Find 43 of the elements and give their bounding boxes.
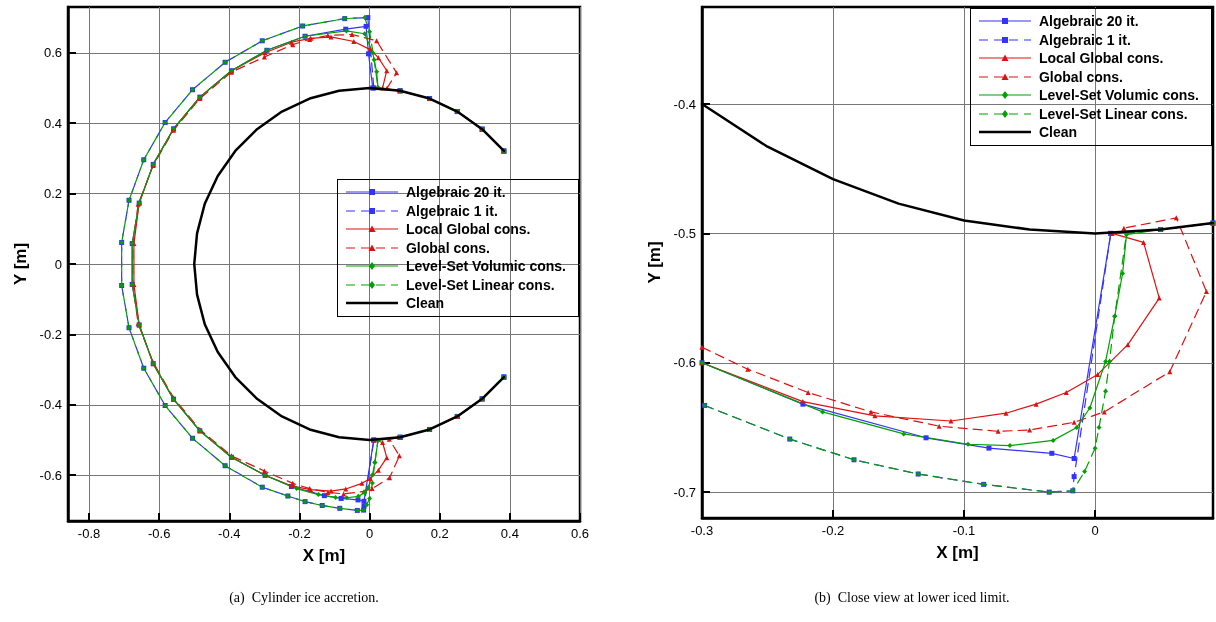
x-axis-title: X [m]: [302, 546, 346, 565]
y-tick-label: 0: [54, 256, 62, 272]
legend-label: Algebraic 1 it.: [1038, 30, 1131, 49]
y-tick-label: -0.5: [673, 225, 696, 241]
x-tick-label: -0.1: [952, 523, 976, 538]
text: (a) Cylinder ice accretion.: [229, 589, 379, 606]
x-tick-label: -0.4: [218, 526, 241, 541]
legend-label: Global cons.: [405, 238, 490, 257]
x-tick-label: -0.2: [821, 523, 845, 538]
legend-label: Local Global cons.: [1038, 49, 1164, 68]
legend-label: Level-Set Linear cons.: [1038, 104, 1188, 123]
y-tick-label: 0.2: [43, 186, 62, 202]
legend-label: Level-Set Volumic cons.: [1038, 86, 1199, 105]
legend-label: Algebraic 20 it.: [405, 183, 506, 202]
legend-label: Algebraic 1 it.: [405, 201, 498, 220]
y-axis-title: Y [m]: [10, 242, 30, 286]
legend-label: Level-Set Volumic cons.: [405, 257, 566, 276]
legend-label: Level-Set Linear cons.: [405, 275, 555, 294]
x-tick-label: 0: [365, 526, 374, 541]
x-axis-title: X [m]: [936, 543, 979, 562]
x-tick-label: 0.4: [500, 526, 519, 541]
x-tick-label: -0.6: [147, 526, 171, 541]
x-tick-label: -0.2: [288, 526, 311, 541]
legend-label: Clean: [1038, 123, 1078, 142]
y-tick-label: 0.4: [43, 115, 62, 131]
y-tick-label: -0.6: [39, 467, 62, 483]
legend-label: Algebraic 20 it.: [1038, 12, 1139, 31]
y-tick-label: -0.6: [673, 355, 696, 371]
y-tick-label: -0.7: [673, 484, 696, 500]
x-tick-label: -0.3: [690, 523, 714, 538]
y-tick-label: -0.4: [39, 397, 62, 413]
legend-label: Local Global cons.: [405, 220, 531, 239]
x-tick-label: 0: [1091, 523, 1099, 538]
y-axis-title: Y [m]: [644, 241, 664, 284]
y-tick-label: -0.4: [673, 96, 696, 112]
x-tick-label: 0.2: [430, 526, 449, 541]
x-tick-label: -0.8: [77, 526, 101, 541]
legend-label: Global cons.: [1038, 67, 1123, 86]
legend-label: Clean: [405, 294, 445, 313]
text: (b) Close view at lower iced limit.: [814, 589, 1010, 606]
y-tick-label: -0.2: [39, 326, 62, 342]
y-tick-label: 0.6: [43, 45, 62, 61]
x-tick-label: 0.6: [570, 526, 590, 541]
